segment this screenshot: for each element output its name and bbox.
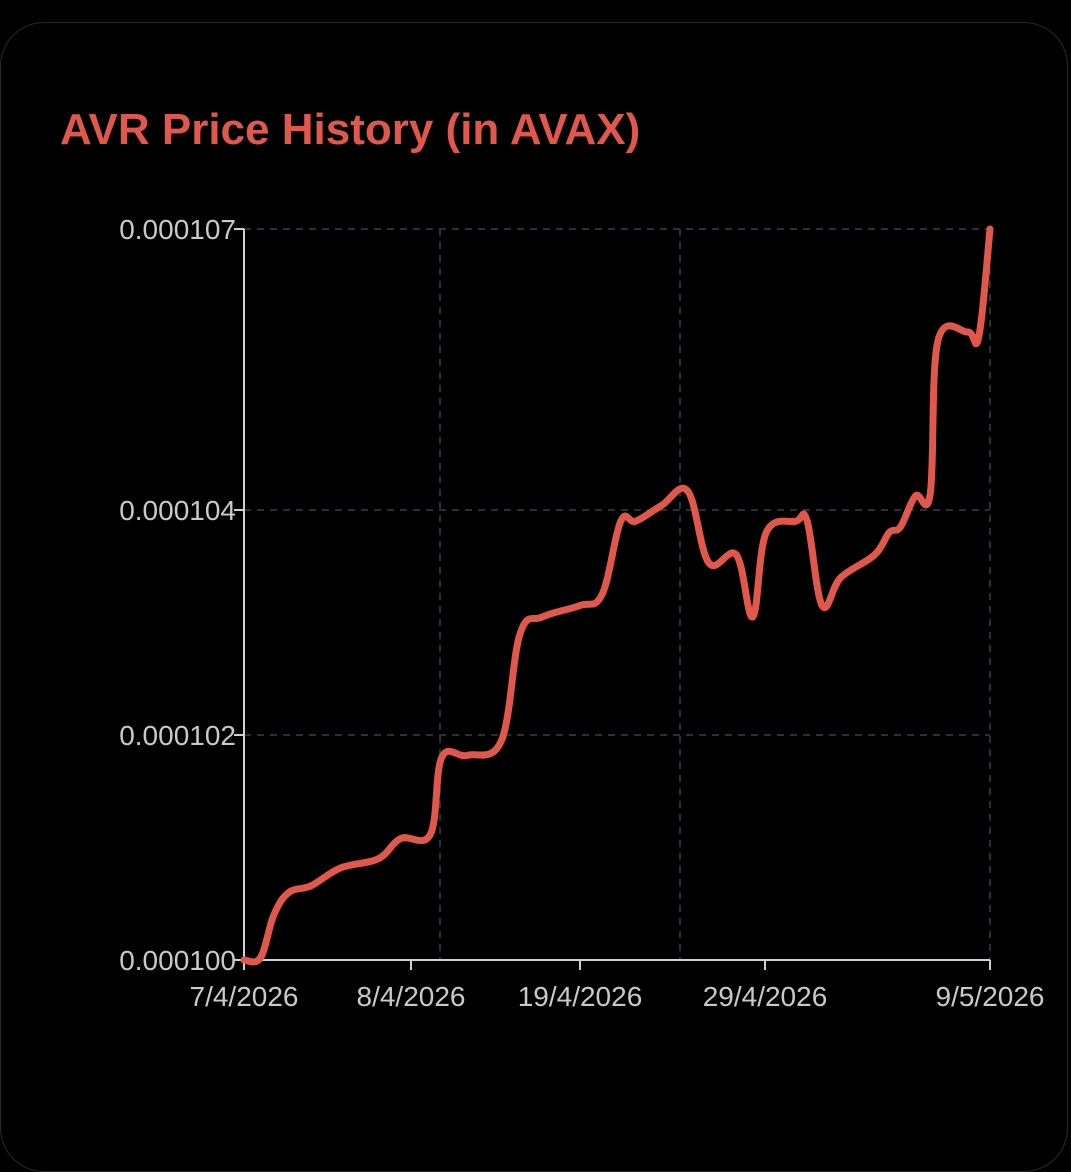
y-tick-label: 0.000102	[119, 720, 236, 751]
chart-card	[0, 22, 1068, 1172]
x-tick-label: 29/4/2026	[703, 981, 828, 1012]
y-tick-label: 0.000104	[119, 495, 236, 526]
x-tick-label: 7/4/2026	[190, 981, 299, 1012]
x-tick-label: 8/4/2026	[357, 981, 466, 1012]
y-tick-label: 0.000100	[119, 945, 236, 976]
x-tick-label: 19/4/2026	[518, 981, 643, 1012]
y-tick-label: 0.000107	[119, 214, 236, 245]
price-line	[240, 225, 994, 966]
price-chart: 0.000100 0.000102 0.000104 0.000107 7/4/2026…	[119, 214, 1045, 1012]
chart-title: AVR Price History (in AVAX)	[60, 105, 641, 154]
x-tick-label: 9/5/2026	[936, 981, 1045, 1012]
